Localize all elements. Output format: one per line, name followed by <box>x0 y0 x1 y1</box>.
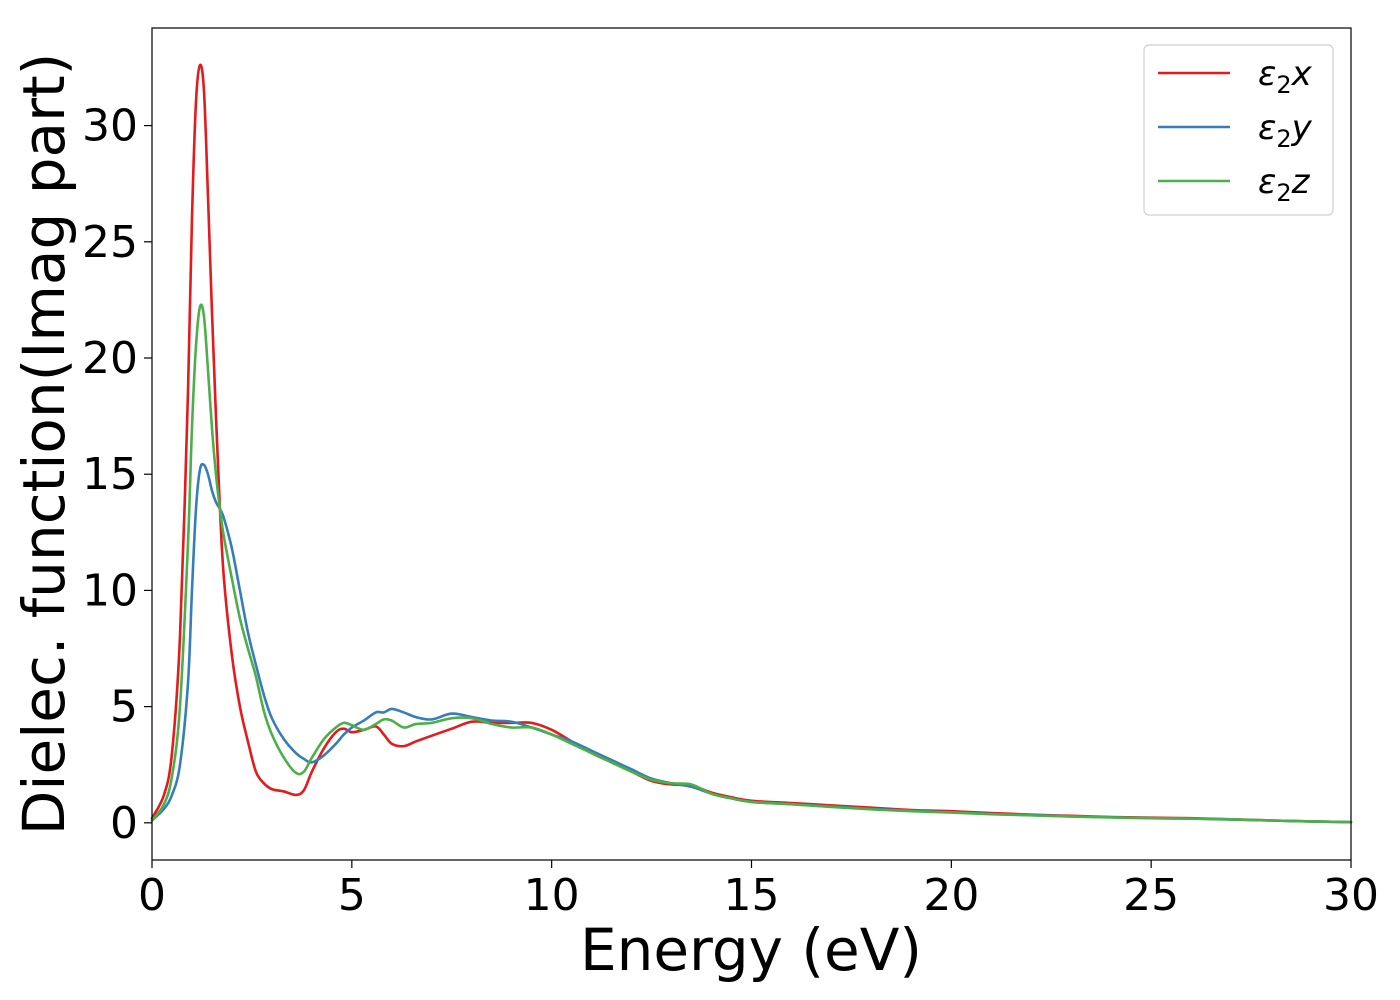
x-tick-label: 0 <box>138 870 166 921</box>
y-tick-label: 20 <box>82 333 138 384</box>
x-tick-label: 15 <box>724 870 780 921</box>
y-tick-label: 15 <box>82 449 138 500</box>
series-layer <box>150 63 1353 824</box>
y-axis-title: Dielec. function(Imag part) <box>10 53 78 836</box>
y-tick-label: 30 <box>82 101 138 152</box>
x-tick-label: 30 <box>1323 870 1379 921</box>
y-tick-label: 5 <box>110 682 138 733</box>
y-tick-label: 10 <box>82 565 138 616</box>
x-tick-label: 5 <box>338 870 366 921</box>
legend-label-z: ε2z <box>1258 162 1311 207</box>
series-line-z <box>150 303 1353 824</box>
legend-label-y: ε2y <box>1258 108 1313 153</box>
x-tick-label: 25 <box>1123 870 1179 921</box>
x-tick-label: 20 <box>923 870 979 921</box>
x-tick-label: 10 <box>524 870 580 921</box>
y-axis-ticks: 0 5 10 15 20 25 30 <box>82 101 152 849</box>
y-tick-label: 25 <box>82 217 138 268</box>
legend: ε2x ε2y ε2z <box>1143 44 1334 216</box>
x-axis-ticks: 0 5 10 15 20 25 30 <box>138 860 1379 921</box>
y-tick-label: 0 <box>110 798 138 849</box>
x-axis-title: Energy (eV) <box>580 916 922 984</box>
legend-label-x: ε2x <box>1258 54 1313 99</box>
legend-box <box>1143 44 1334 216</box>
